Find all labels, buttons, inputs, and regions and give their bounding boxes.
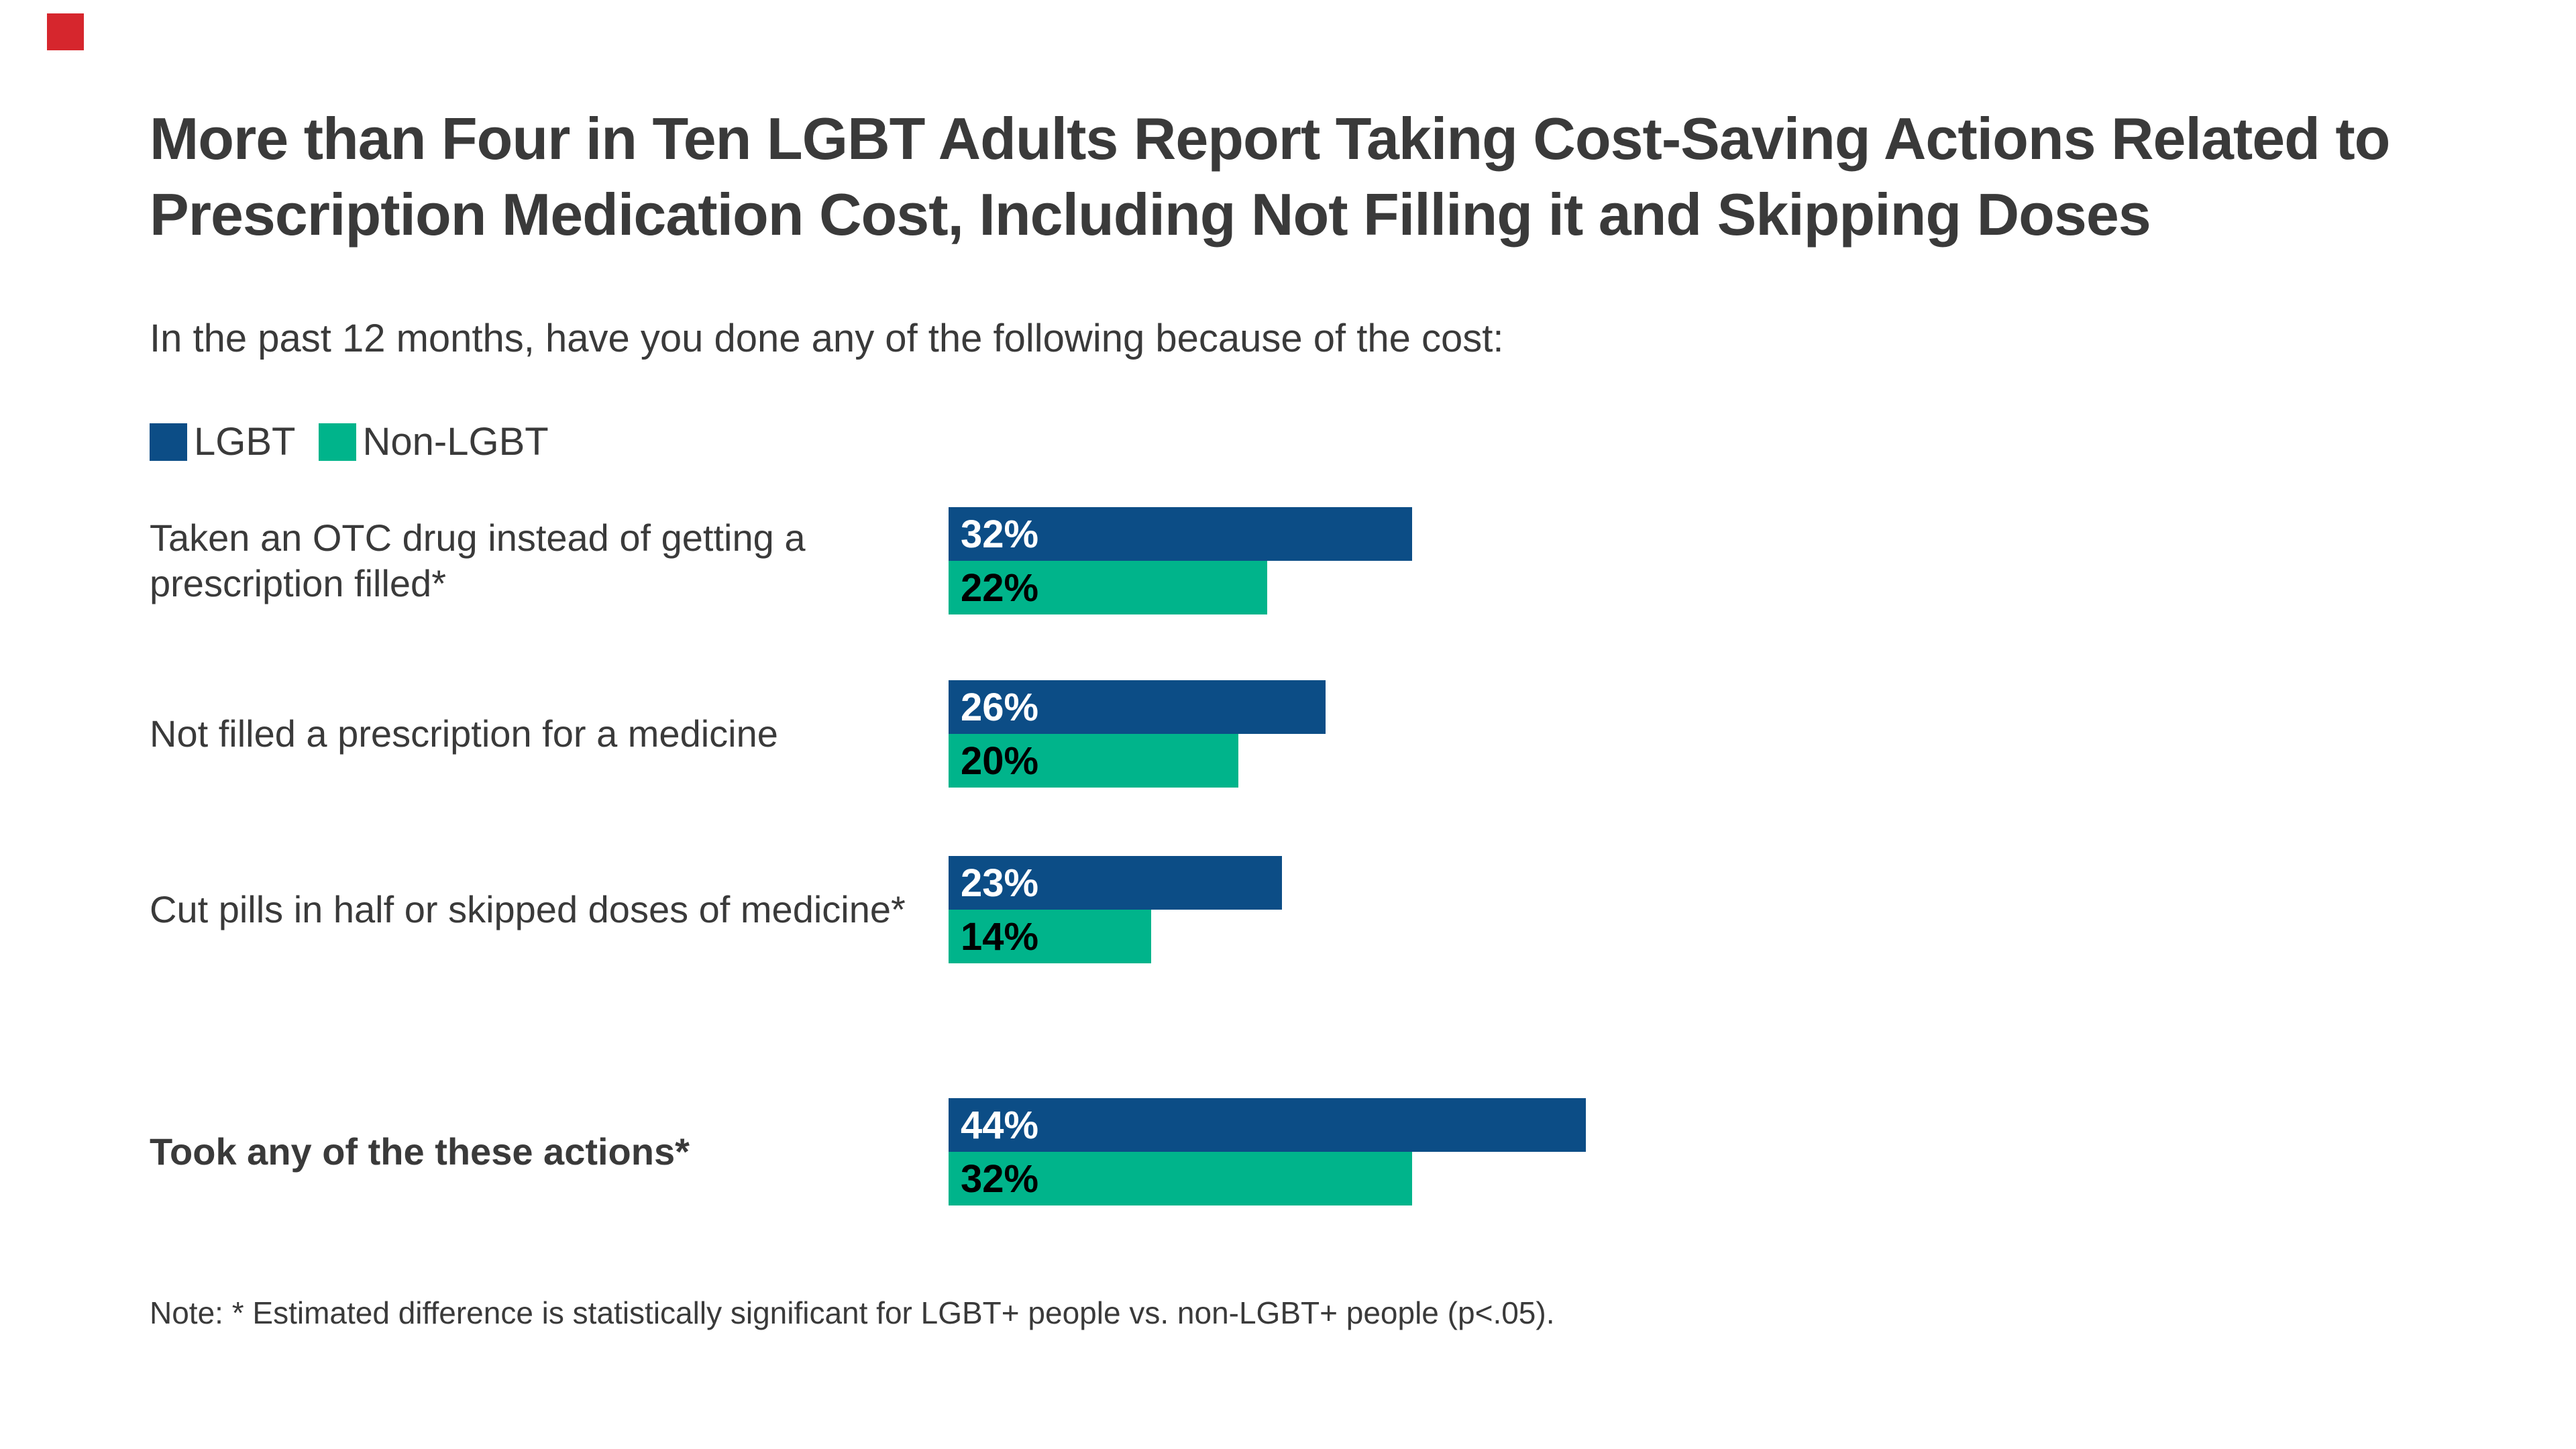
bar-group: 23% 14% <box>949 856 1282 963</box>
legend-item-lgbt: LGBT <box>150 419 296 464</box>
category-label: Took any of the these actions* <box>150 1130 690 1173</box>
category-row: Cut pills in half or skipped doses of me… <box>150 856 2531 963</box>
red-square-marker <box>47 13 84 50</box>
bar-value-lgbt: 32% <box>961 512 1039 556</box>
bar-value-lgbt: 26% <box>961 685 1039 729</box>
legend-label-non-lgbt: Non-LGBT <box>362 420 549 464</box>
bar-non-lgbt: 20% <box>949 734 1238 788</box>
legend-swatch-non-lgbt-icon <box>318 423 356 461</box>
bar-value-non-lgbt: 14% <box>961 914 1039 959</box>
category-row: Not filled a prescription for a medicine… <box>150 680 2531 788</box>
bar-value-lgbt: 23% <box>961 861 1039 905</box>
category-row: Took any of the these actions* 44% 32% <box>150 1098 2531 1205</box>
chart-title: More than Four in Ten LGBT Adults Report… <box>150 101 2524 252</box>
bar-non-lgbt: 22% <box>949 561 1268 614</box>
legend-label-lgbt: LGBT <box>194 420 296 464</box>
legend-swatch-lgbt-icon <box>150 423 187 461</box>
legend-item-non-lgbt: Non-LGBT <box>318 419 549 464</box>
bar-lgbt: 32% <box>949 507 1413 561</box>
bar-non-lgbt: 32% <box>949 1152 1413 1205</box>
bar-group: 32% 22% <box>949 507 1413 614</box>
bar-value-non-lgbt: 22% <box>961 566 1039 610</box>
bar-value-non-lgbt: 32% <box>961 1157 1039 1201</box>
bar-group: 26% 20% <box>949 680 1326 788</box>
bar-lgbt: 23% <box>949 856 1282 910</box>
legend: LGBT Non-LGBT <box>150 419 549 464</box>
bar-non-lgbt: 14% <box>949 910 1152 963</box>
chart-title-line2: Prescription Medication Cost, Including … <box>150 181 2151 248</box>
bar-group: 44% 32% <box>949 1098 1587 1205</box>
chart-subtitle: In the past 12 months, have you done any… <box>150 317 1504 360</box>
bar-lgbt: 44% <box>949 1098 1587 1152</box>
category-row: Taken an OTC drug instead of getting a p… <box>150 507 2531 614</box>
category-label: Cut pills in half or skipped doses of me… <box>150 888 906 930</box>
category-label: Not filled a prescription for a medicine <box>150 712 778 755</box>
footnote: Note: * Estimated difference is statisti… <box>150 1295 1555 1330</box>
chart-title-line1: More than Four in Ten LGBT Adults Report… <box>150 105 2390 172</box>
bar-value-lgbt: 44% <box>961 1103 1039 1147</box>
bar-lgbt: 26% <box>949 680 1326 734</box>
bar-value-non-lgbt: 20% <box>961 739 1039 783</box>
category-label: Taken an OTC drug instead of getting a p… <box>150 516 806 604</box>
